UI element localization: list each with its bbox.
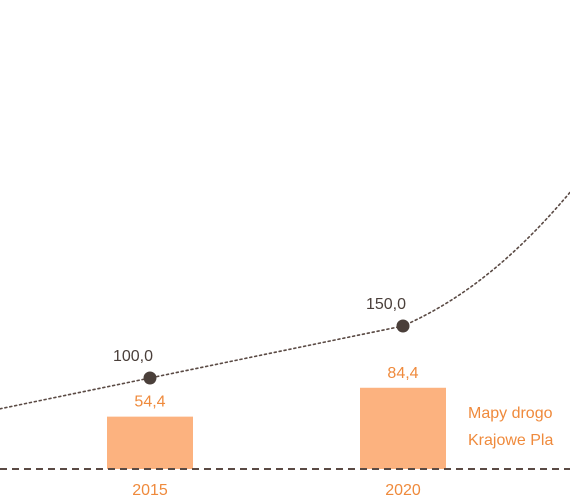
line-value-label-2015: 100,0: [113, 348, 153, 365]
trend-line: [0, 191, 570, 410]
bar-2020: [360, 387, 446, 469]
bar-value-label-2015: 54,4: [134, 394, 165, 411]
bar-value-label-2020: 84,4: [387, 365, 418, 382]
line-point-2015: [143, 371, 157, 385]
legend-line-2: Krajowe Pla: [468, 432, 554, 449]
bar-2015: [107, 416, 193, 469]
category-label-2020: 2020: [385, 482, 421, 499]
line-point-2020: [396, 319, 410, 333]
category-label-2015: 2015: [132, 482, 168, 499]
legend-line-1: Mapy drogo: [468, 405, 553, 422]
line-value-label-2020: 150,0: [366, 296, 406, 313]
